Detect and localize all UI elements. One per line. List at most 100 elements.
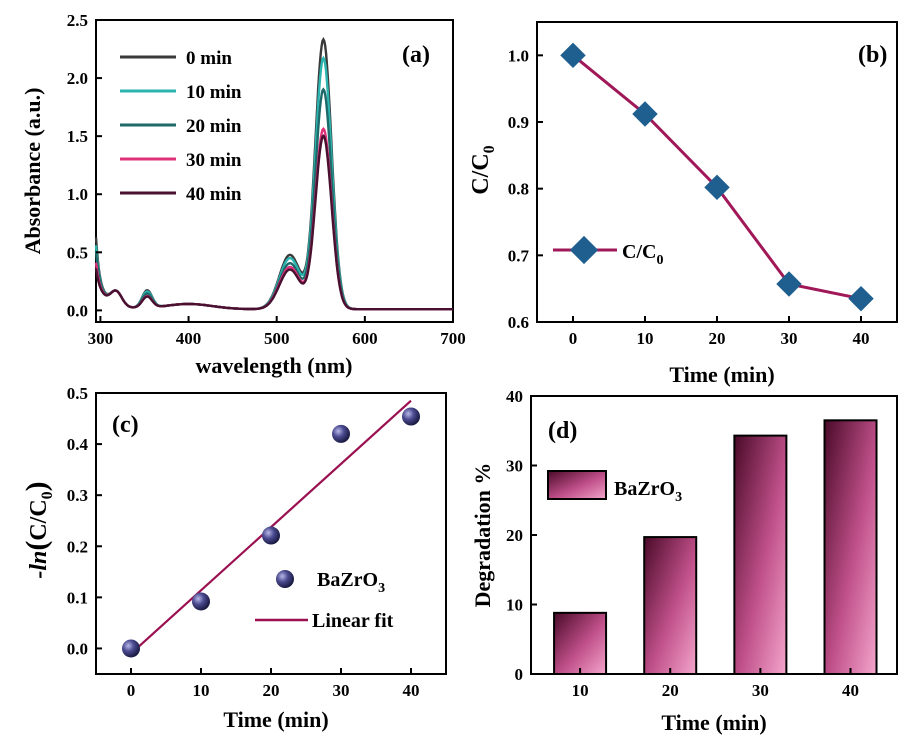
- x-tick-label: 0: [569, 329, 578, 348]
- spectrum-line-0: [94, 36, 453, 311]
- y-tick-label: 0.8: [508, 180, 529, 199]
- legend-label-1: 10 min: [186, 82, 242, 103]
- y-tick-label: 2.0: [67, 69, 88, 88]
- data-point-diamond: [704, 174, 730, 201]
- y-tick-label: 0.0: [67, 639, 88, 658]
- panel-a-ylabel: Absorbance (a.u.): [20, 88, 45, 255]
- panel-d-ylabel: Degradation %: [470, 463, 495, 608]
- panel-a-xlabel: wavelength (nm): [195, 353, 352, 378]
- y-tick-label: 10: [506, 596, 523, 615]
- bar-10: [553, 611, 608, 676]
- panel-b-frame: [536, 21, 898, 323]
- data-point-diamond: [848, 285, 874, 312]
- panel-d-xlabel: Time (min): [661, 710, 766, 735]
- legend-label-linear-fit: Linear fit: [312, 610, 394, 632]
- y-tick-label: 0.6: [508, 313, 529, 332]
- bar-40: [823, 419, 878, 676]
- x-tick-label: 300: [88, 329, 114, 348]
- panel-c-ticks: 0 10 20 30 40 0.0 0.1 0.2 0.3 0.4 0.5: [67, 384, 420, 700]
- y-tick-label: 40: [506, 387, 523, 406]
- legend-marker-bazro3: [276, 570, 294, 588]
- x-tick-label: 20: [263, 681, 280, 700]
- x-tick-label: 20: [662, 681, 679, 700]
- data-point-diamond: [632, 101, 658, 127]
- x-tick-label: 600: [352, 329, 378, 348]
- panel-a-curves: [94, 36, 453, 311]
- bar-30: [733, 434, 788, 675]
- y-tick-label: 0.1: [67, 588, 88, 607]
- panel-a-ticks: 300 400 500 600 700 0.0 0.5 1.0 1.5 2.0 2.5: [67, 11, 466, 348]
- x-tick-label: 30: [781, 329, 798, 348]
- data-point-sphere: [402, 407, 420, 426]
- panel-c-label: (c): [112, 412, 139, 438]
- panel-d-bars: [553, 419, 878, 676]
- x-tick-label: 40: [842, 681, 859, 700]
- x-tick-label: 500: [264, 329, 290, 348]
- data-point-sphere: [192, 592, 210, 611]
- data-point-sphere: [332, 424, 350, 443]
- y-tick-label: 0.2: [67, 537, 88, 556]
- panel-b-legend: C/C0: [553, 235, 663, 268]
- x-tick-label: 700: [440, 329, 466, 348]
- panel-b-xlabel: Time (min): [669, 362, 774, 387]
- spectrum-line-3: [94, 127, 453, 311]
- legend-swatch-bazro3: [547, 470, 607, 500]
- data-point-diamond: [776, 271, 802, 297]
- panel-b-plot: [560, 42, 874, 312]
- y-tick-label: 1.0: [67, 185, 88, 204]
- data-point-sphere: [262, 526, 280, 545]
- legend-label-bazro3-d: BaZrO3: [614, 478, 682, 505]
- y-tick-label: 0.5: [67, 384, 88, 403]
- legend-label-2: 20 min: [186, 116, 242, 137]
- data-point-sphere: [122, 639, 140, 658]
- data-point-diamond: [560, 42, 586, 69]
- panel-c-xlabel: Time (min): [223, 707, 328, 732]
- panel-b-concentration: (b) Time (min) C/C0 0 10 20 30 40 0.6 0.7 0.8 0.…: [468, 21, 898, 387]
- x-tick-label: 30: [752, 681, 769, 700]
- bar-20: [643, 536, 698, 676]
- y-tick-label: 0.7: [508, 246, 530, 265]
- x-tick-label: 10: [637, 329, 654, 348]
- x-tick-label: 10: [572, 681, 589, 700]
- panel-d-label: (d): [548, 418, 577, 444]
- panel-c-kinetics: (c) Time (min) -ln(C/C0) 0 10 20 30 40 0.0 0.1…: [20, 384, 447, 732]
- panel-c-legend: BaZrO3 Linear fit: [255, 569, 394, 632]
- y-tick-label: 0.3: [67, 486, 88, 505]
- legend-label-c-c0: C/C0: [622, 241, 663, 268]
- y-tick-label: 0.9: [508, 113, 529, 132]
- spectrum-line-2: [94, 87, 453, 311]
- spectrum-line-1: [94, 55, 453, 311]
- y-tick-label: 0.5: [67, 243, 88, 262]
- x-tick-label: 0: [127, 681, 136, 700]
- y-tick-label: 0.4: [67, 435, 89, 454]
- panel-a-frame: [95, 19, 454, 323]
- panel-c-plot: [122, 399, 420, 658]
- y-tick-label: 20: [506, 526, 523, 545]
- panel-a-label: (a): [402, 42, 430, 68]
- panel-a-spectra: (a) wavelength (nm) Absorbance (a.u.) 30…: [20, 11, 466, 378]
- y-tick-label: 30: [506, 457, 523, 476]
- panel-d-legend: BaZrO3: [547, 470, 682, 505]
- y-tick-label: 0: [515, 665, 524, 684]
- x-tick-label: 40: [853, 329, 870, 348]
- panel-b-ticks: 0 10 20 30 40 0.6 0.7 0.8 0.9 1.0: [508, 46, 870, 348]
- x-tick-label: 20: [709, 329, 726, 348]
- x-tick-label: 400: [176, 329, 202, 348]
- legend-label-0: 0 min: [186, 48, 232, 69]
- legend-label-3: 30 min: [186, 150, 242, 171]
- legend-label-4: 40 min: [186, 184, 242, 205]
- panel-b-label: (b): [858, 42, 887, 68]
- x-tick-label: 40: [403, 681, 420, 700]
- panel-c-ylabel: -ln(C/C0): [20, 481, 56, 578]
- x-tick-label: 30: [333, 681, 350, 700]
- x-tick-label: 10: [193, 681, 210, 700]
- spectrum-line-4: [94, 134, 453, 311]
- legend-marker-c-c0: [569, 235, 599, 265]
- panel-b-ylabel: C/C0: [468, 145, 498, 194]
- panel-d-degradation: (d) Time (min) Degradation % 10 20 30 40 0 10…: [470, 387, 898, 735]
- y-tick-label: 0.0: [67, 301, 88, 320]
- panel-a-legend: 0 min 10 min 20 min 30 min 40 min: [120, 48, 242, 205]
- y-tick-label: 1.0: [508, 46, 529, 65]
- y-tick-label: 1.5: [67, 127, 88, 146]
